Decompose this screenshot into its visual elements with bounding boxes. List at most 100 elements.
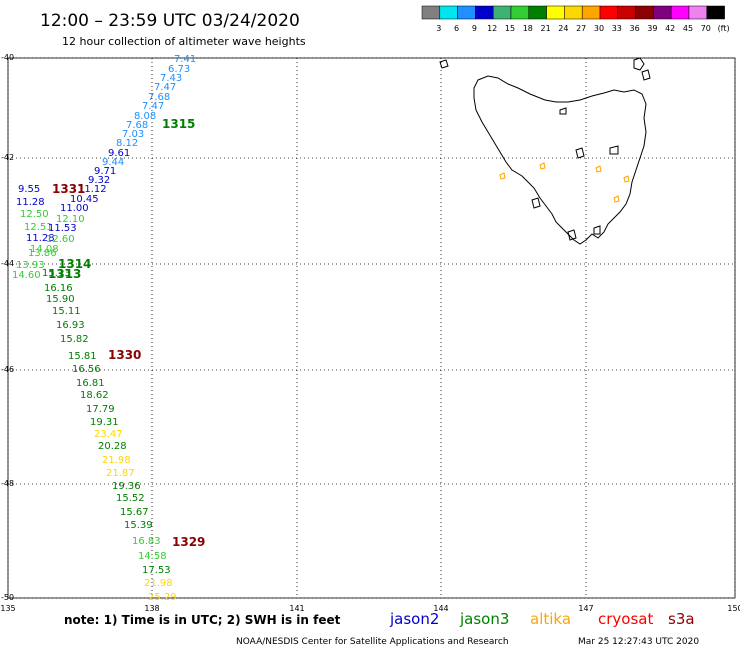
- wave-height-value: 10.45: [70, 194, 99, 205]
- longitude-label: 135: [0, 604, 15, 613]
- latitude-label: -44: [1, 259, 14, 268]
- wave-height-value: 12.10: [56, 214, 85, 225]
- wave-height-value: 15.90: [46, 294, 75, 305]
- wave-height-value: 8.08: [134, 111, 156, 122]
- source-credit: NOAA/NESDIS Center for Satellite Applica…: [236, 637, 509, 647]
- wave-height-value: 15.13: [42, 268, 71, 279]
- wave-height-value: 25.29: [148, 592, 177, 603]
- scale-swatch: [581, 5, 601, 20]
- wave-height-value: 7.41: [174, 54, 196, 65]
- wave-height-value: 7.68: [126, 120, 148, 131]
- scale-label: 45: [683, 24, 693, 33]
- wave-height-value: 17.79: [86, 404, 115, 415]
- wave-height-value: 19.36: [112, 481, 141, 492]
- map-frame: [7, 57, 736, 599]
- wave-height-value: 21.98: [102, 455, 131, 466]
- wave-height-value: 20.28: [98, 441, 127, 452]
- scale-swatch: [546, 5, 565, 20]
- map-subtitle: 12 hour collection of altimeter wave hei…: [62, 35, 306, 48]
- wave-height-value: 17.53: [142, 565, 171, 576]
- scale-label: (ft): [718, 24, 730, 33]
- generated-timestamp: Mar 25 12:27:43 UTC 2020: [578, 637, 699, 647]
- track-id-label: 1330: [108, 348, 141, 362]
- tasmania-coastline: [439, 57, 651, 245]
- wave-height-value: 14.60: [12, 270, 41, 281]
- wave-height-value: 7.03: [122, 129, 144, 140]
- track-id-label: 1314: [58, 257, 91, 271]
- scale-swatch: [653, 5, 672, 20]
- legend-s3a: s3a: [668, 610, 695, 628]
- wave-height-value: 15.82: [60, 334, 89, 345]
- wave-height-value: 14.58: [138, 551, 167, 562]
- wave-height-value: 12.50: [20, 209, 49, 220]
- scale-swatch: [528, 5, 547, 20]
- wave-height-value: 15.67: [120, 507, 149, 518]
- wave-height-value: 21.87: [106, 468, 135, 479]
- wave-height-value: 23.47: [94, 429, 123, 440]
- scale-label: 18: [523, 24, 533, 33]
- scale-swatch: [564, 5, 583, 20]
- longitude-label: 138: [144, 604, 159, 613]
- track-id-label: 1313: [48, 267, 81, 281]
- wave-height-value: 9.71: [94, 166, 116, 177]
- scale-swatch: [421, 5, 441, 20]
- scale-label: 9: [472, 24, 477, 33]
- longitude-labels: 135 138 141 144 147 150: [0, 604, 740, 613]
- satellite-legend: jason2 jason3 altika cryosat s3a: [389, 610, 695, 628]
- wave-height-value: 11.00: [60, 203, 89, 214]
- scale-label: 39: [647, 24, 657, 33]
- orange-lake-markers: [499, 162, 630, 203]
- wave-height-value: 15.52: [116, 493, 145, 504]
- latitude-label: -42: [1, 153, 14, 162]
- track-id-label: 1331: [52, 182, 85, 196]
- latitude-labels: -40 -42 -44 -46 -48 -50: [1, 53, 14, 602]
- wave-height-value: 7.43: [160, 73, 182, 84]
- wave-height-observations: 7.416.737.437.477.687.478.087.687.038.12…: [12, 54, 196, 603]
- wave-height-value: 9.55: [18, 184, 40, 195]
- wave-height-value: 19.31: [90, 417, 119, 428]
- scale-label: 24: [558, 24, 568, 33]
- scale-label: 42: [665, 24, 675, 33]
- scale-swatch: [475, 5, 494, 20]
- scale-swatch: [510, 5, 530, 20]
- longitude-label: 141: [289, 604, 304, 613]
- wave-height-value: 11.53: [48, 223, 77, 234]
- wave-height-value: 13.93: [16, 260, 45, 271]
- scale-swatch: [688, 5, 708, 20]
- wave-height-value: 11.12: [78, 184, 107, 195]
- scale-label: 21: [541, 24, 551, 33]
- wave-height-value: 11.28: [16, 197, 45, 208]
- longitude-label: 150: [727, 604, 740, 613]
- wave-height-value: 16.93: [56, 320, 85, 331]
- latitude-label: -48: [1, 479, 14, 488]
- legend-jason3: jason3: [459, 610, 509, 628]
- wave-height-value: 13.86: [28, 248, 57, 259]
- longitude-label: 144: [433, 604, 448, 613]
- scale-label: 12: [487, 24, 497, 33]
- scale-swatch: [617, 5, 636, 20]
- wave-height-value: 16.56: [72, 364, 101, 375]
- scale-label: 6: [454, 24, 459, 33]
- latitude-label: -50: [1, 593, 14, 602]
- wave-height-value: 7.47: [154, 82, 176, 93]
- track-id-label: 1315: [162, 117, 195, 131]
- wave-height-value: 18.62: [80, 390, 109, 401]
- wave-height-value: 12.60: [46, 234, 75, 245]
- wave-height-value: 8.12: [116, 138, 138, 149]
- wave-height-value: 9.61: [108, 148, 130, 159]
- scale-label: 15: [505, 24, 515, 33]
- wave-height-value: 16.16: [44, 283, 73, 294]
- wave-height-value: 16.83: [132, 536, 161, 547]
- wave-height-value: 12.51: [24, 222, 53, 233]
- scale-label: 30: [594, 24, 604, 33]
- wave-height-value: 6.73: [168, 64, 190, 75]
- scale-swatch: [492, 5, 512, 20]
- legend-cryosat: cryosat: [598, 610, 653, 628]
- units-note: note: 1) Time is in UTC; 2) SWH is in fe…: [64, 613, 341, 627]
- scale-swatch: [439, 5, 458, 20]
- scale-label: 3: [436, 24, 441, 33]
- wave-height-value: 14.08: [30, 244, 59, 255]
- scale-swatch: [457, 5, 476, 20]
